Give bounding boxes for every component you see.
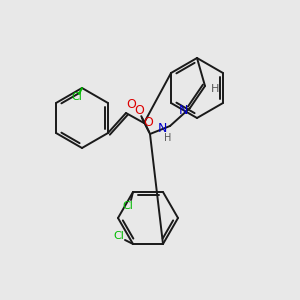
Text: Cl: Cl [123, 201, 134, 211]
Text: O: O [143, 116, 153, 130]
Text: Cl: Cl [114, 231, 124, 241]
Text: O: O [126, 98, 136, 112]
Text: H: H [211, 84, 219, 94]
Text: N: N [178, 104, 188, 118]
Text: N: N [157, 122, 167, 136]
Text: O: O [134, 103, 144, 116]
Text: Cl: Cl [72, 92, 83, 102]
Text: H: H [164, 133, 172, 143]
